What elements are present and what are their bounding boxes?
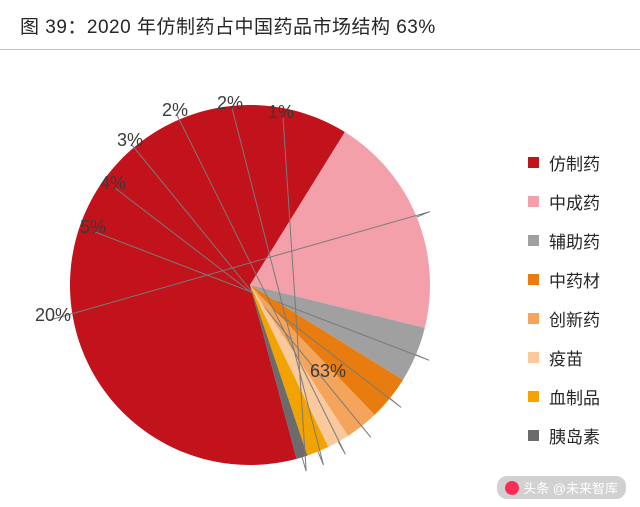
legend-marker [528, 352, 539, 363]
legend: 仿制药中成药辅助药中药材创新药疫苗血制品胰岛素 [528, 150, 638, 462]
legend-marker [528, 313, 539, 324]
legend-label: 疫苗 [549, 345, 583, 370]
chart-area: 63% 20% 5% 4% 3% 2% 2% 1% 仿制药中成药辅助药中药材创新药疫苗血制品胰… [0, 50, 640, 480]
pie-slice-label: 63% [310, 361, 346, 382]
pie-slice-label: 20% [35, 305, 71, 326]
legend-marker [528, 235, 539, 246]
legend-label: 中药材 [549, 267, 600, 292]
legend-item: 中药材 [528, 267, 638, 292]
legend-item: 辅助药 [528, 228, 638, 253]
legend-marker [528, 157, 539, 168]
legend-marker [528, 196, 539, 207]
pie-slice-label: 3% [117, 130, 143, 151]
chart-title: 图 39：2020 年仿制药占中国药品市场结构 63% [0, 0, 640, 50]
legend-label: 创新药 [549, 306, 600, 331]
watermark-text: 头条 @未来智库 [523, 478, 618, 497]
legend-item: 胰岛素 [528, 423, 638, 448]
pie-svg [70, 105, 430, 465]
legend-label: 仿制药 [549, 150, 600, 175]
legend-marker [528, 274, 539, 285]
toutiao-icon [505, 481, 519, 495]
pie-slice-label: 2% [162, 100, 188, 121]
pie-chart: 63%20%5%4%3%2%2%1% [70, 105, 430, 465]
legend-marker [528, 430, 539, 441]
legend-marker [528, 391, 539, 402]
pie-slice-label: 2% [217, 93, 243, 114]
pie-slice-label: 4% [100, 173, 126, 194]
pie-slice-label: 1% [268, 102, 294, 123]
legend-label: 胰岛素 [549, 423, 600, 448]
pie-slice-label: 5% [80, 217, 106, 238]
legend-item: 中成药 [528, 189, 638, 214]
legend-item: 疫苗 [528, 345, 638, 370]
watermark: 头条 @未来智库 [497, 476, 626, 499]
legend-item: 血制品 [528, 384, 638, 409]
legend-label: 血制品 [549, 384, 600, 409]
legend-label: 中成药 [549, 189, 600, 214]
legend-item: 创新药 [528, 306, 638, 331]
legend-item: 仿制药 [528, 150, 638, 175]
legend-label: 辅助药 [549, 228, 600, 253]
